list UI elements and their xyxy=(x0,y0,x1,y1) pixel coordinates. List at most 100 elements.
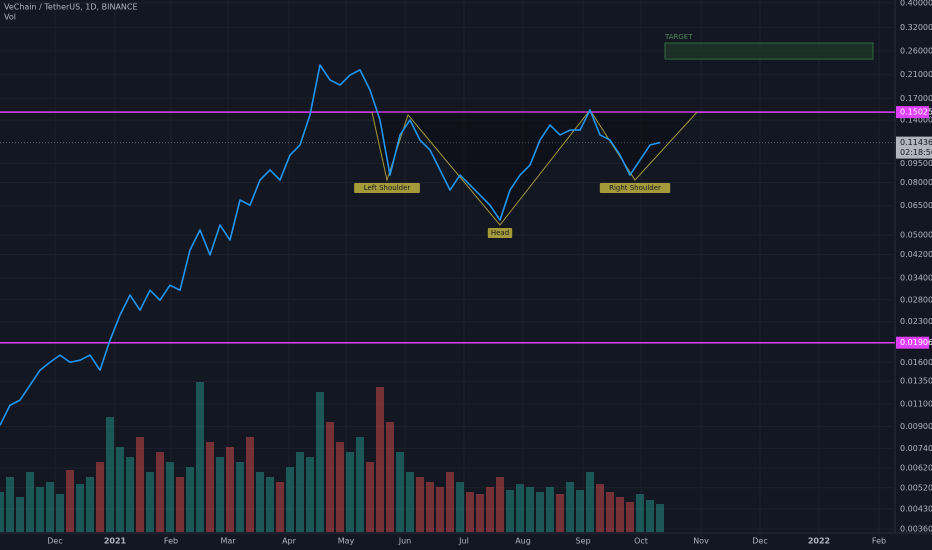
volume-bar xyxy=(526,487,534,532)
volume-bar xyxy=(146,472,154,532)
x-tick-label: Feb xyxy=(164,537,178,546)
volume-bar xyxy=(486,487,494,532)
volume-bar xyxy=(646,500,654,532)
y-tick-label: 0.14000 xyxy=(900,116,932,125)
volume-bar xyxy=(106,417,114,532)
volume-bar xyxy=(396,452,404,532)
y-tick-label: 0.01100 xyxy=(900,400,932,409)
volume-bar xyxy=(556,494,564,532)
price-label-box xyxy=(896,106,929,119)
volume-bar xyxy=(356,437,364,532)
volume-bar xyxy=(76,484,84,532)
y-tick-label: 0.00740 xyxy=(900,444,932,453)
y-tick-label: 0.00520 xyxy=(900,483,932,492)
volume-bar xyxy=(626,502,634,532)
volume-bar xyxy=(316,392,324,532)
price-label-box xyxy=(896,336,929,349)
x-tick-label: Feb xyxy=(872,537,886,546)
volume-bar xyxy=(496,477,504,532)
x-tick-label: Dec xyxy=(47,537,62,546)
volume-bar xyxy=(166,462,174,532)
x-tick-label: Sep xyxy=(575,537,590,546)
y-tick-label: 0.40000 xyxy=(900,0,932,7)
x-tick-label: May xyxy=(338,537,355,546)
target-label: TARGET xyxy=(664,33,693,41)
volume-bar xyxy=(256,472,264,532)
chart-title: VeChain / TetherUS, 1D, BINANCE xyxy=(4,3,138,12)
pattern-line xyxy=(371,109,698,226)
volume-bar xyxy=(436,487,444,532)
volume-bar xyxy=(276,482,284,532)
y-tick-label: 0.26000 xyxy=(900,46,932,55)
volume-bar xyxy=(296,452,304,532)
volume-bar xyxy=(186,467,194,532)
y-tick-label: 0.00360 xyxy=(900,524,932,533)
volume-bar xyxy=(656,504,664,532)
pattern-label-box xyxy=(354,183,420,194)
price-label: 0.01906 xyxy=(900,338,932,347)
y-tick-label: 0.21000 xyxy=(900,70,932,79)
volume-bar xyxy=(176,477,184,532)
volume-bar xyxy=(606,492,614,532)
volume-bar xyxy=(506,490,514,532)
y-tick-label: 0.00900 xyxy=(900,422,932,431)
y-tick-label: 0.00430 xyxy=(900,505,932,514)
volume-bar xyxy=(266,477,274,532)
x-tick-label: Nov xyxy=(693,537,709,546)
volume-bar xyxy=(366,462,374,532)
volume-bar xyxy=(56,494,64,532)
volume-bar xyxy=(246,437,254,532)
y-tick-label: 0.00620 xyxy=(900,464,932,473)
y-tick-label: 0.09500 xyxy=(900,159,932,168)
volume-bar xyxy=(636,494,644,532)
volume-bar xyxy=(326,422,334,532)
volume-bar xyxy=(0,492,4,532)
volume-bar xyxy=(566,482,574,532)
volume-bar xyxy=(306,457,314,532)
target-box xyxy=(664,42,874,60)
volume-bar xyxy=(136,437,144,532)
volume-bar xyxy=(516,484,524,532)
last-price-box xyxy=(896,136,932,159)
y-tick-label: 0.32000 xyxy=(900,23,932,32)
volume-bar xyxy=(196,382,204,532)
y-tick-label: 0.05000 xyxy=(900,231,932,240)
pattern-label-box xyxy=(599,183,671,194)
volume-bar xyxy=(126,457,134,532)
x-tick-label: Jun xyxy=(398,537,412,546)
volume-bar xyxy=(286,467,294,532)
y-tick-label: 0.08000 xyxy=(900,178,932,187)
y-tick-label: 0.06500 xyxy=(900,201,932,210)
x-tick-label: 2022 xyxy=(808,537,830,546)
volume-bar xyxy=(26,472,34,532)
y-tick-label: 0.01350 xyxy=(900,377,932,386)
volume-bar xyxy=(6,477,14,532)
x-tick-label: Oct xyxy=(634,537,648,546)
y-tick-label: 0.02800 xyxy=(900,295,932,304)
volume-bar xyxy=(336,442,344,532)
volume-bar xyxy=(616,497,624,532)
volume-bar xyxy=(86,477,94,532)
volume-bar xyxy=(536,492,544,532)
volume-bar xyxy=(46,482,54,532)
volume-bar xyxy=(406,472,414,532)
last-price-label: 0.11436 xyxy=(900,138,932,147)
pattern-label: Left Shoulder xyxy=(364,184,411,192)
x-tick-label: 2021 xyxy=(104,537,127,546)
x-tick-label: Dec xyxy=(752,537,767,546)
y-tick-label: 0.04200 xyxy=(900,250,932,259)
volume-bar xyxy=(216,457,224,532)
volume-label: Vol xyxy=(4,13,16,22)
x-tick-label: Apr xyxy=(282,537,297,546)
volume-bar xyxy=(576,490,584,532)
volume-bar xyxy=(586,472,594,532)
volume-bar xyxy=(236,462,244,532)
volume-bar xyxy=(446,472,454,532)
volume-bar xyxy=(16,497,24,532)
volume-bar xyxy=(456,482,464,532)
x-tick-label: Jul xyxy=(458,537,469,546)
price-label: 0.15025 xyxy=(900,108,932,117)
